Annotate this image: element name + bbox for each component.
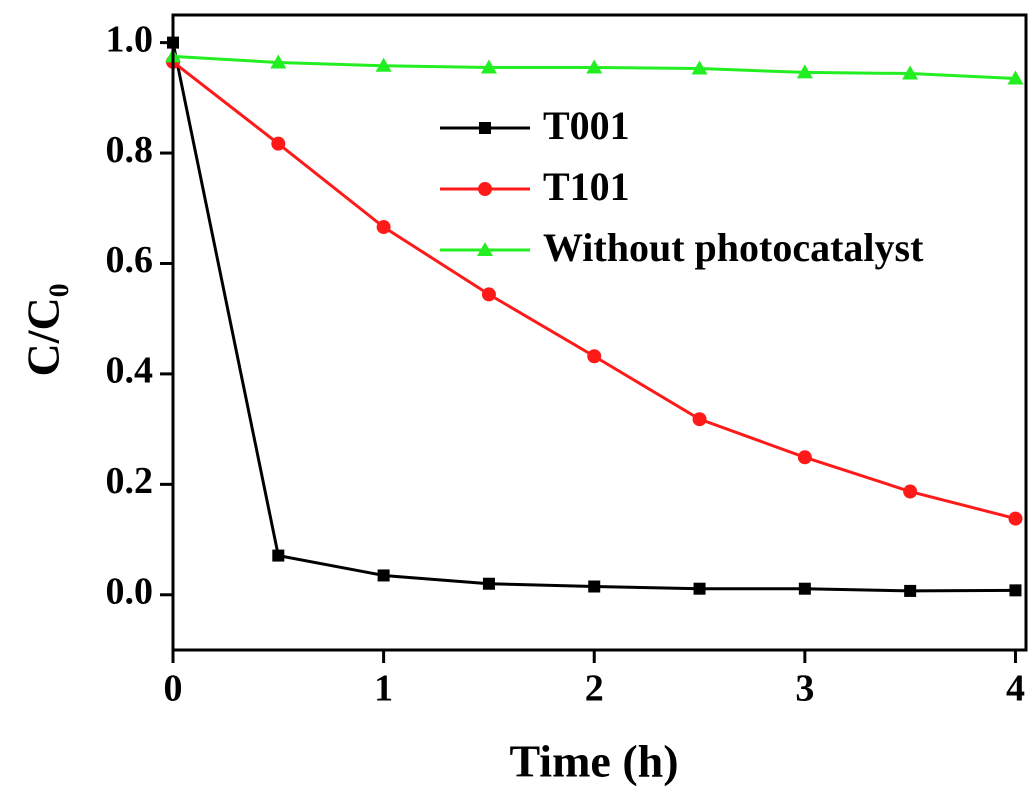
plot-frame xyxy=(171,13,1028,652)
x-tick-label: 3 xyxy=(795,668,814,710)
marker xyxy=(1009,584,1022,597)
x-tick-label: 2 xyxy=(585,668,604,710)
marker xyxy=(1007,70,1024,85)
marker xyxy=(692,412,707,427)
marker xyxy=(481,287,496,302)
y-tick-label: 0.2 xyxy=(106,460,154,502)
x-tick-label: 1 xyxy=(374,668,393,710)
marker xyxy=(588,580,601,593)
legend-marker xyxy=(479,122,491,134)
legend-marker xyxy=(477,242,493,256)
marker xyxy=(270,54,287,69)
x-axis-label: Time (h) xyxy=(509,736,678,787)
legend-label: Without photocatalyst xyxy=(543,225,924,270)
marker xyxy=(798,582,811,595)
marker xyxy=(902,65,919,80)
marker xyxy=(376,220,391,235)
marker xyxy=(272,549,285,562)
legend-marker xyxy=(478,182,492,196)
y-tick-label: 0.6 xyxy=(106,239,154,281)
marker xyxy=(377,569,390,582)
y-tick-label: 0.4 xyxy=(106,350,154,392)
marker xyxy=(482,577,495,590)
y-tick-label: 1.0 xyxy=(106,18,154,60)
y-axis-label: C/C₀ xyxy=(18,283,69,376)
marker xyxy=(903,484,918,499)
x-tick-label: 0 xyxy=(164,668,183,710)
x-tick-label: 4 xyxy=(1006,668,1025,710)
marker xyxy=(691,60,708,75)
marker xyxy=(797,450,812,465)
legend-label: T001 xyxy=(543,103,630,148)
marker xyxy=(587,349,602,364)
marker xyxy=(480,59,497,74)
marker xyxy=(796,64,813,79)
y-tick-label: 0.8 xyxy=(106,129,154,171)
legend-label: T101 xyxy=(543,164,630,209)
marker xyxy=(271,136,286,151)
marker xyxy=(693,582,706,595)
marker xyxy=(904,584,917,597)
marker xyxy=(586,59,603,74)
y-tick-label: 0.0 xyxy=(106,571,154,613)
marker xyxy=(1008,511,1023,526)
marker xyxy=(375,57,392,72)
